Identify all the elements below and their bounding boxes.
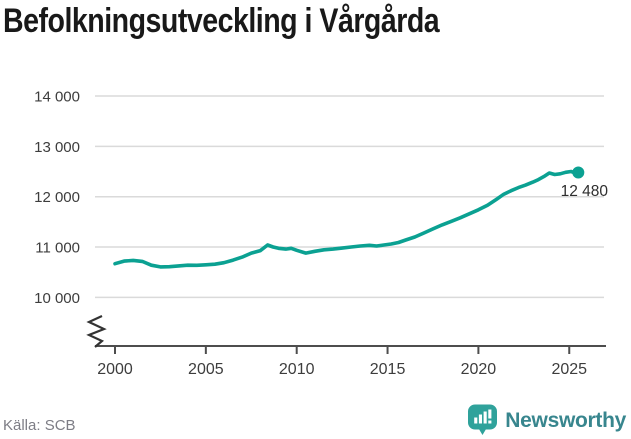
chart-generated-layer: 10 000 11 000 12 000 13 000 14 000 2000 2005 20… bbox=[34, 89, 606, 378]
y-tick-label: 13 000 bbox=[34, 139, 80, 156]
end-value-label: 12 480 bbox=[561, 183, 609, 200]
newsworthy-logo-text: Newsworthy bbox=[505, 409, 626, 432]
y-tick-label: 14 000 bbox=[34, 89, 80, 106]
newsworthy-logo[interactable]: Newsworthy bbox=[467, 404, 626, 437]
y-tick-label: 11 000 bbox=[35, 240, 80, 257]
x-tick-label: 2005 bbox=[188, 361, 224, 378]
axis-break-icon bbox=[86, 315, 107, 348]
y-tick-label: 12 000 bbox=[34, 189, 80, 206]
x-tick-label: 2010 bbox=[279, 361, 315, 378]
source-label: Källa: SCB bbox=[3, 417, 76, 434]
x-tick-label: 2025 bbox=[551, 361, 587, 378]
chart-title: Befolkningsutveckling i Vårgårda bbox=[3, 2, 440, 40]
latest-value-dot bbox=[572, 166, 585, 179]
x-tick-label: 2000 bbox=[97, 361, 133, 378]
bar-chart-speech-bubble-icon bbox=[468, 404, 498, 435]
y-tick-label: 10 000 bbox=[34, 290, 80, 307]
x-tick-label: 2020 bbox=[461, 361, 497, 378]
x-tick-label: 2015 bbox=[370, 361, 406, 378]
population-line bbox=[113, 169, 581, 269]
